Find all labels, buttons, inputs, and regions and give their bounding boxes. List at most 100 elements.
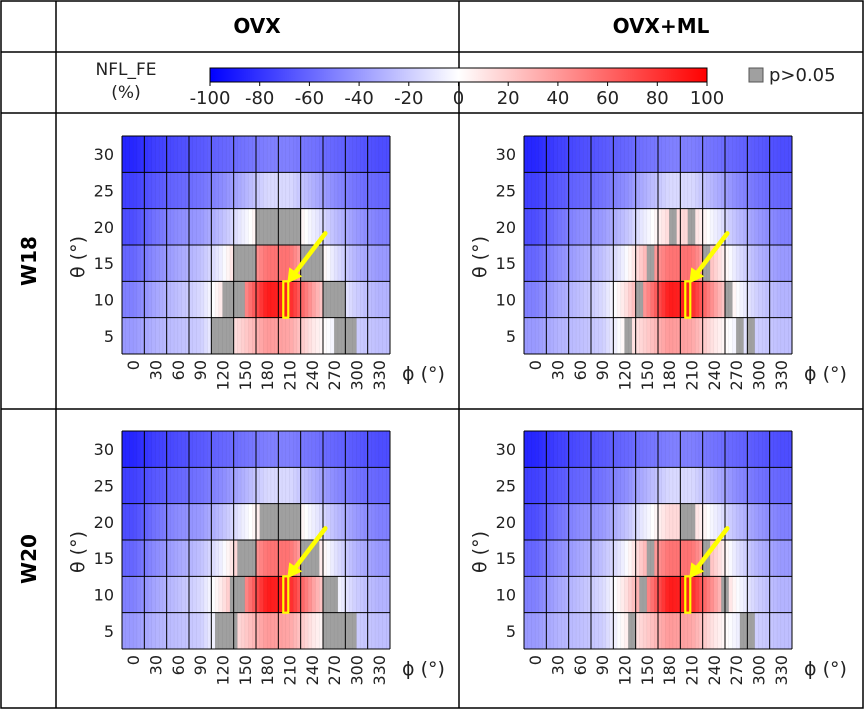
heatmap-cell	[326, 172, 331, 209]
heatmap-cell	[170, 612, 175, 649]
heatmap-cell	[330, 431, 335, 468]
heatmap-cell	[717, 612, 722, 649]
colorbar-tick-label: -40	[344, 88, 373, 109]
heatmap-cell	[684, 467, 689, 504]
heatmap-cell	[330, 281, 335, 318]
heatmap-cell	[628, 431, 633, 468]
heatmap-cell	[579, 540, 584, 577]
heatmap-cell	[617, 503, 622, 540]
heatmap-cell	[311, 317, 316, 354]
heatmap-cell	[542, 612, 547, 649]
heatmap-cell	[363, 208, 368, 245]
heatmap-grid	[523, 135, 793, 355]
heatmap-cell	[564, 612, 569, 649]
heatmap-cell	[639, 245, 644, 282]
heatmap-cell	[177, 317, 182, 354]
heatmap-cell	[122, 576, 127, 613]
heatmap-cell	[546, 136, 551, 173]
heatmap-cell	[252, 208, 257, 245]
heatmap-cell	[747, 503, 752, 540]
heatmap-cell	[278, 172, 283, 209]
heatmap-cell	[241, 540, 246, 577]
heatmap-cell	[561, 503, 566, 540]
heatmap-cell	[293, 281, 298, 318]
heatmap-cell	[751, 612, 756, 649]
heatmap-cell	[315, 317, 320, 354]
heatmap-cell	[524, 467, 529, 504]
heatmap-cell	[229, 208, 234, 245]
heatmap-cell	[650, 540, 655, 577]
heatmap-cell	[777, 467, 782, 504]
x-tick-label: 90	[191, 655, 210, 675]
x-tick-label: 120	[616, 655, 635, 686]
heatmap-cell	[215, 467, 220, 504]
heatmap-cell	[315, 281, 320, 318]
heatmap-cell	[754, 208, 759, 245]
heatmap-cell	[252, 172, 257, 209]
heatmap-cell	[144, 503, 149, 540]
heatmap-cell	[613, 576, 618, 613]
heatmap-cell	[650, 576, 655, 613]
heatmap-cell	[319, 576, 324, 613]
heatmap-cell	[311, 208, 316, 245]
heatmap-cell	[587, 172, 592, 209]
heatmap-cell	[352, 503, 357, 540]
heatmap-cell	[557, 281, 562, 318]
heatmap-cell	[140, 467, 145, 504]
heatmap-cell	[535, 172, 540, 209]
heatmap-cell	[687, 431, 692, 468]
heatmap-cell	[371, 245, 376, 282]
heatmap-cell	[687, 208, 692, 245]
heatmap-cell	[215, 576, 220, 613]
heatmap-cell	[270, 576, 275, 613]
heatmap-cell	[579, 208, 584, 245]
heatmap-cell	[144, 431, 149, 468]
heatmap-cell	[170, 503, 175, 540]
heatmap-cell	[754, 431, 759, 468]
heatmap-cell	[631, 172, 636, 209]
heatmap-cell	[613, 281, 618, 318]
heatmap-cell	[643, 431, 648, 468]
heatmap-cell	[553, 172, 558, 209]
x-tick-label: 0	[124, 360, 143, 370]
heatmap-cell	[162, 136, 167, 173]
heatmap-cell	[777, 136, 782, 173]
heatmap-cell	[564, 172, 569, 209]
heatmap-cell	[162, 540, 167, 577]
heatmap-cell	[624, 245, 629, 282]
heatmap-cell	[650, 208, 655, 245]
heatmap-cell	[546, 467, 551, 504]
heatmap-cell	[334, 208, 339, 245]
heatmap-cell	[274, 317, 279, 354]
heatmap-grid	[121, 135, 391, 355]
heatmap-cell	[680, 576, 685, 613]
heatmap-cell	[762, 503, 767, 540]
heatmap-cell	[259, 172, 264, 209]
heatmap-cell	[148, 431, 153, 468]
heatmap-cell	[695, 245, 700, 282]
heatmap-cell	[661, 503, 666, 540]
heatmap-cell	[721, 431, 726, 468]
heatmap-cell	[341, 576, 346, 613]
heatmap-cell	[151, 172, 156, 209]
heatmap-cell	[650, 172, 655, 209]
heatmap-cell	[557, 540, 562, 577]
heatmap-cell	[687, 467, 692, 504]
heatmap-cell	[192, 431, 197, 468]
heatmap-cell	[349, 172, 354, 209]
heatmap-cell	[334, 467, 339, 504]
heatmap-cell	[162, 317, 167, 354]
heatmap-cell	[382, 576, 387, 613]
heatmap-cell	[159, 467, 164, 504]
heatmap-cell	[256, 431, 261, 468]
heatmap-cell	[311, 540, 316, 577]
heatmap-cell	[624, 576, 629, 613]
heatmap-cell	[341, 136, 346, 173]
heatmap-cell	[371, 503, 376, 540]
heatmap-cell	[698, 317, 703, 354]
heatmap-cell	[237, 540, 242, 577]
heatmap-cell	[263, 503, 268, 540]
heatmap-cell	[695, 317, 700, 354]
heatmap-cell	[743, 540, 748, 577]
